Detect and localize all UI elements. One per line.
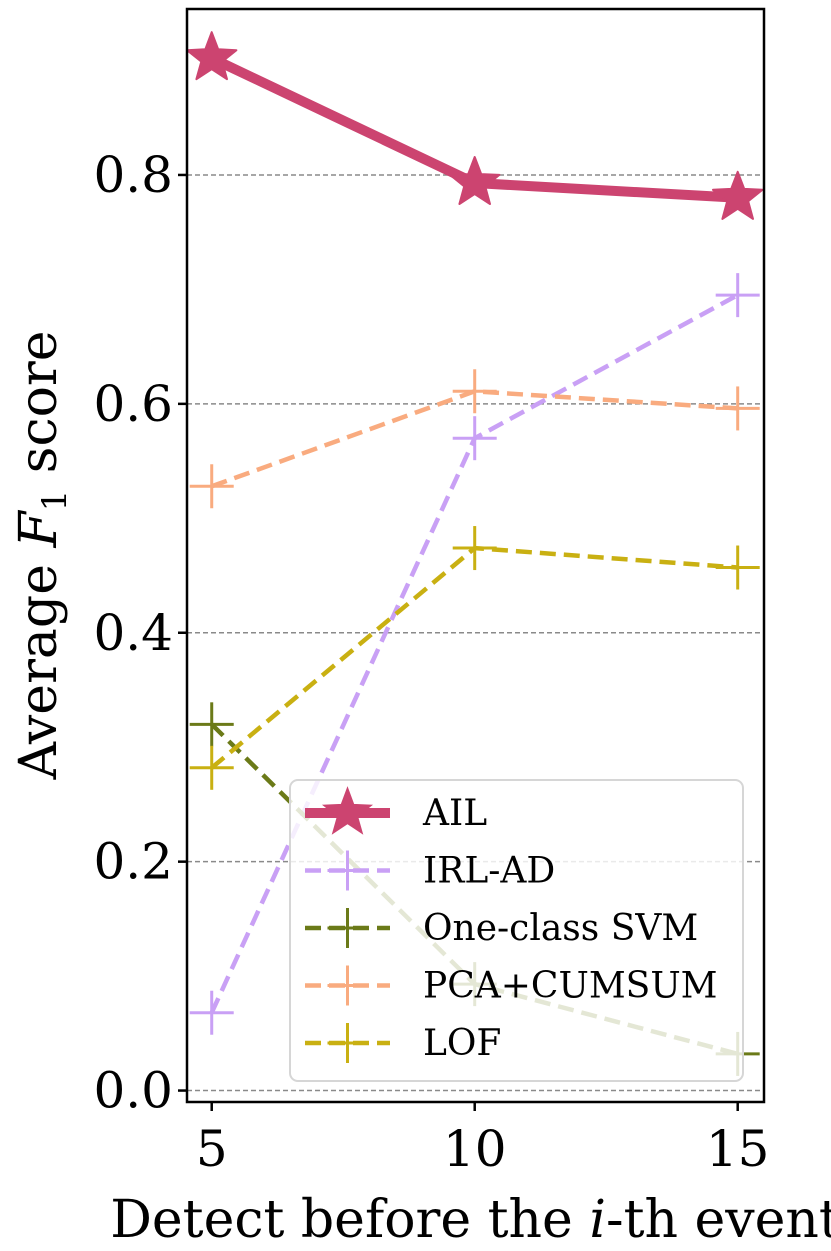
data-point [452, 526, 497, 571]
data-point [452, 416, 497, 461]
x-tick-label: 10 [443, 1120, 507, 1178]
x-tick-label: 15 [706, 1120, 770, 1178]
data-point [712, 170, 764, 220]
legend-entry-irl-ad: IRL-AD [305, 850, 555, 892]
series-lof [189, 526, 760, 790]
y-tick-label: 0.8 [93, 146, 173, 204]
legend-entries: AIL IRL-AD One-class SVM PCA+CUMSUM LOF [305, 786, 718, 1064]
legend-entry-one-class-svm: One-class SVM [305, 908, 698, 949]
legend-label: LOF [423, 1023, 501, 1064]
series-irl-ad [189, 273, 760, 1035]
series-ail [186, 31, 764, 220]
data-point [715, 386, 760, 431]
y-tick-label: 0.4 [93, 604, 173, 662]
data-point [189, 464, 234, 509]
data-point [189, 702, 234, 747]
legend-entry-ail: AIL [305, 786, 487, 835]
legend-label: AIL [422, 793, 487, 834]
legend-entry-lof: LOF [305, 1023, 501, 1064]
y-tick-label: 0.2 [93, 833, 173, 891]
legend-box [289, 779, 744, 1082]
legend-label: One-class SVM [423, 908, 698, 949]
y-tick-label: 0.0 [93, 1062, 173, 1120]
data-point [452, 369, 497, 414]
legend-marker [327, 850, 368, 891]
y-tick-label: 0.6 [93, 375, 173, 433]
data-point [449, 156, 501, 205]
data-point [715, 273, 760, 318]
series-pca-cumsum [189, 369, 760, 509]
legend-label: IRL-AD [423, 851, 555, 892]
axis-ticks: 0.0 0.2 0.4 0.6 0.8 5 10 15 [93, 146, 769, 1178]
legend-marker [321, 786, 374, 835]
legend-marker [327, 965, 368, 1006]
legend: AIL IRL-AD One-class SVM PCA+CUMSUM LOF [289, 779, 744, 1082]
x-tick-label: 5 [196, 1120, 228, 1178]
data-point [189, 990, 234, 1035]
data-point [715, 545, 760, 590]
y-axis-title: Average F1 score [9, 330, 75, 780]
legend-entry-pca-cumsum: PCA+CUMSUM [305, 965, 718, 1007]
x-axis-title: Detect before the i-th event [110, 1190, 831, 1250]
legend-marker [327, 908, 368, 948]
data-point [189, 745, 234, 790]
legend-label: PCA+CUMSUM [423, 966, 718, 1007]
series-line-lof [210, 545, 738, 770]
data-point [186, 31, 238, 81]
legend-marker [327, 1023, 368, 1063]
